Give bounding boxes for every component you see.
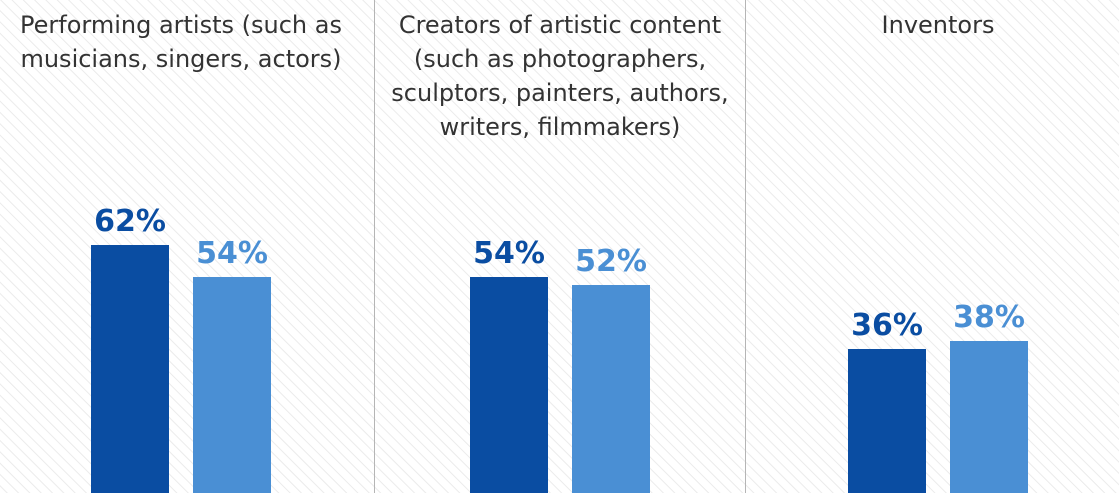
bar-value-label: 54% <box>473 236 545 271</box>
panel-title-line: (such as photographers, <box>414 45 706 73</box>
panel-title-line: Performing artists (such as <box>20 11 342 39</box>
panel-title-line: musicians, singers, actors) <box>20 45 341 73</box>
bar-value-label: 52% <box>575 244 647 279</box>
bar <box>572 285 650 493</box>
bar-value-label: 38% <box>953 300 1025 335</box>
panel-title-line: Inventors <box>882 11 995 39</box>
bar <box>91 245 169 493</box>
panel-title-line: sculptors, painters, authors, <box>391 79 728 107</box>
panel-title-line: writers, filmmakers) <box>440 113 681 141</box>
bar <box>470 277 548 493</box>
bar <box>848 349 926 493</box>
bar-value-label: 36% <box>851 308 923 343</box>
bar-value-label: 54% <box>196 236 268 271</box>
bar <box>950 341 1028 493</box>
bar <box>193 277 271 493</box>
panel-title-line: Creators of artistic content <box>399 11 721 39</box>
bar-value-label: 62% <box>94 204 166 239</box>
